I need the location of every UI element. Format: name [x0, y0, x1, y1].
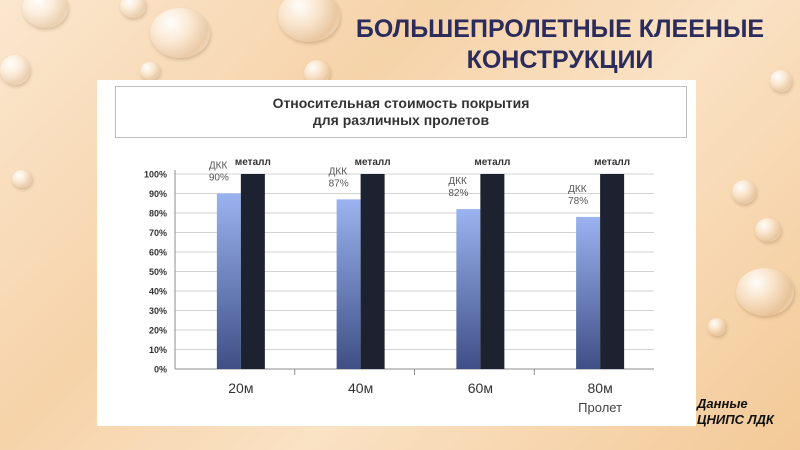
- data-source-note: Данные ЦНИПС ЛДК: [697, 396, 774, 428]
- y-tick-label: 80%: [149, 209, 167, 219]
- water-drop: [770, 70, 792, 92]
- x-tick-label: 60м: [468, 380, 493, 396]
- bar-metal: [600, 174, 625, 369]
- x-tick-label: 20м: [228, 380, 253, 396]
- y-tick-label: 60%: [149, 248, 167, 258]
- data-label-value: 87%: [329, 178, 349, 189]
- y-tick-label: 40%: [149, 287, 167, 297]
- source-line: ЦНИПС ЛДК: [697, 412, 774, 427]
- y-tick-label: 100%: [144, 170, 167, 180]
- water-drop: [150, 8, 210, 58]
- slide-title: БОЛЬШЕПРОЛЕТНЫЕ КЛЕЕНЫЕ КОНСТРУКЦИИ: [330, 14, 790, 76]
- chart-title: Относительная стоимость покрытия для раз…: [116, 95, 686, 129]
- bar-dkk: [576, 216, 601, 369]
- x-axis-label: Пролет: [578, 400, 622, 415]
- y-tick-label: 30%: [149, 306, 167, 316]
- data-label-metal: металл: [235, 157, 271, 168]
- chart-title-line: для различных пролетов: [312, 112, 490, 128]
- data-label-metal: металл: [594, 157, 630, 168]
- data-label-value: 82%: [448, 188, 468, 199]
- chart-panel: Относительная стоимость покрытия для раз…: [97, 80, 696, 426]
- y-tick-label: 90%: [149, 189, 167, 199]
- bar-dkk: [336, 199, 361, 369]
- y-tick-label: 50%: [149, 267, 167, 277]
- y-tick-label: 10%: [149, 345, 167, 355]
- y-tick-label: 0%: [154, 365, 167, 375]
- water-drop: [278, 0, 340, 42]
- bar-metal: [240, 174, 265, 369]
- y-tick-label: 70%: [149, 228, 167, 238]
- data-label-metal: металл: [474, 157, 510, 168]
- water-drop: [0, 55, 30, 85]
- chart-title-box: Относительная стоимость покрытия для раз…: [115, 86, 687, 138]
- slide-title-line: БОЛЬШЕПРОЛЕТНЫЕ КЛЕЕНЫЕ: [355, 15, 765, 43]
- bar-metal: [360, 174, 385, 369]
- data-label-series: ДКК: [568, 184, 587, 195]
- water-drop: [140, 62, 160, 80]
- data-label-series: ДКК: [209, 161, 228, 172]
- data-label-value: 90%: [209, 173, 229, 184]
- y-tick-label: 20%: [149, 326, 167, 336]
- data-label-value: 78%: [568, 196, 588, 207]
- bar-dkk: [216, 193, 241, 369]
- bar-chart: 0%10%20%30%40%50%60%70%80%90%100%ДКК90%м…: [144, 157, 654, 415]
- x-tick-label: 40м: [348, 380, 373, 396]
- water-drop: [736, 268, 794, 316]
- water-drop: [708, 318, 726, 336]
- chart-title-line: Относительная стоимость покрытия: [272, 95, 530, 111]
- source-line: Данные: [697, 396, 748, 411]
- water-drop: [120, 0, 146, 18]
- slide-title-line: КОНСТРУКЦИИ: [466, 46, 654, 74]
- data-label-series: ДКК: [329, 166, 348, 177]
- water-drop: [12, 170, 32, 188]
- bar-dkk: [456, 209, 481, 369]
- water-drop: [732, 180, 756, 204]
- bar-metal: [480, 174, 505, 369]
- data-label-series: ДКК: [448, 176, 467, 187]
- x-tick-label: 80м: [588, 380, 613, 396]
- water-drop: [22, 0, 68, 28]
- water-drop: [755, 218, 781, 242]
- data-label-metal: металл: [355, 157, 391, 168]
